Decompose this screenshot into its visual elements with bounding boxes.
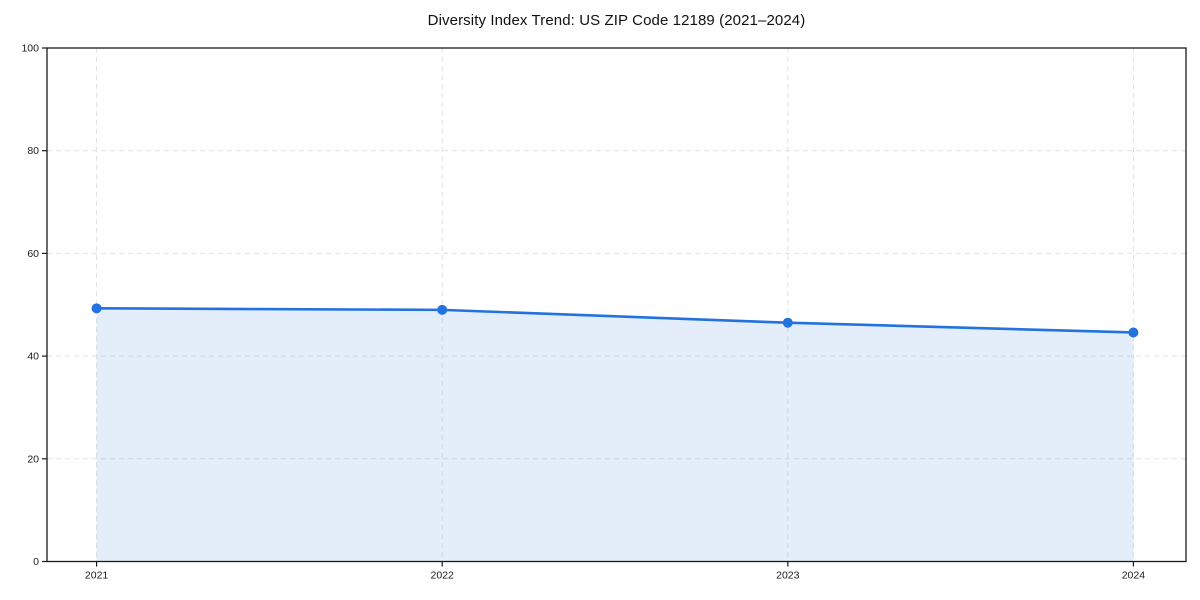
chart-title: Diversity Index Trend: US ZIP Code 12189…: [427, 12, 806, 29]
y-tick-label: 80: [27, 145, 39, 157]
y-tick-label: 60: [27, 248, 39, 260]
area-fill: [96, 308, 1134, 562]
y-tick-label: 40: [27, 351, 39, 363]
x-tick-label: 2024: [1122, 570, 1146, 582]
y-tick-label: 0: [33, 556, 39, 568]
x-tick-label: 2021: [85, 570, 109, 582]
y-tick-label: 100: [21, 43, 39, 55]
x-tick-label: 2022: [431, 570, 455, 582]
trend-line: [95, 307, 1135, 334]
data-point-2021: [91, 303, 102, 314]
data-point-2024: [1128, 327, 1139, 338]
x-tick-label: 2023: [776, 570, 800, 582]
plot-border: [46, 47, 1187, 563]
y-tick-label: 20: [27, 453, 39, 465]
data-point-2023: [782, 317, 793, 328]
data-point-2022: [437, 304, 448, 315]
